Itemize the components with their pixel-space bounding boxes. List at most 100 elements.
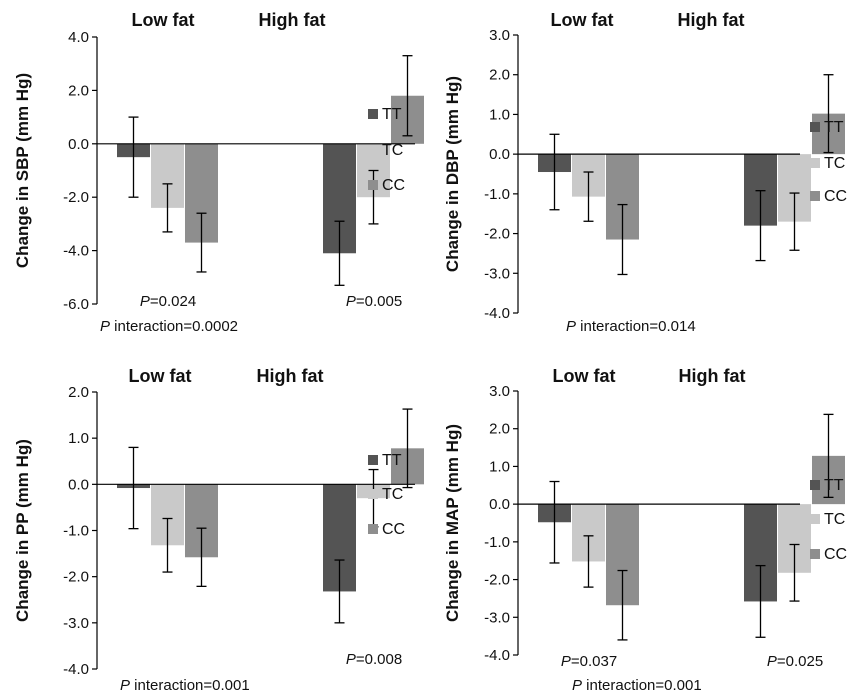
y-tick-label: -3.0 <box>484 609 510 626</box>
y-tick-label: 1.0 <box>489 458 510 475</box>
legend-swatch-tc <box>368 145 378 155</box>
interaction-label: P interaction=0.001 <box>120 677 250 694</box>
error-bar <box>583 171 594 222</box>
legend-label-tc: TC <box>824 511 845 528</box>
error-bar <box>755 190 766 262</box>
y-tick-label: 1.0 <box>68 430 89 447</box>
error-bar <box>755 564 766 638</box>
y-tick-label: -4.0 <box>484 647 510 664</box>
y-tick-label: 3.0 <box>489 27 510 44</box>
y-axis-label: Change in DBP (mm Hg) <box>443 76 462 272</box>
y-tick-label: 0.0 <box>68 136 89 153</box>
y-tick-label: 2.0 <box>489 67 510 84</box>
legend-label-tt: TT <box>824 119 844 136</box>
error-bar <box>402 408 413 489</box>
y-tick-label: 0.0 <box>489 146 510 163</box>
group-label: Low fat <box>553 366 616 386</box>
p-value-label: P=0.024 <box>140 293 196 310</box>
legend-swatch-tt <box>368 109 378 119</box>
error-bar <box>823 413 834 499</box>
y-tick-label: -1.0 <box>484 534 510 551</box>
p-value-label: P=0.008 <box>346 651 402 668</box>
y-axis-label: Change in MAP (mm Hg) <box>443 424 462 622</box>
group-label: High fat <box>259 10 326 30</box>
y-tick-label: 3.0 <box>489 383 510 400</box>
interaction-label: P interaction=0.014 <box>566 318 696 335</box>
y-tick-label: -1.0 <box>63 523 89 540</box>
legend-swatch-cc <box>368 180 378 190</box>
error-bar <box>789 543 800 602</box>
error-bar <box>617 569 628 641</box>
chart-panel-2: 3.0 2.0 1.0 0.0 -1.0 -2.0 -3.0 -4.0 Change in DB… <box>443 10 847 335</box>
error-bar <box>402 55 413 137</box>
error-bar <box>617 203 628 276</box>
group-label: High fat <box>257 366 324 386</box>
y-tick-label: -3.0 <box>63 615 89 632</box>
error-bar <box>583 535 594 588</box>
y-tick-label: -3.0 <box>484 265 510 282</box>
interaction-label: P interaction=0.001 <box>572 677 702 694</box>
p-value-label: P=0.005 <box>346 293 402 310</box>
error-bar <box>128 116 139 198</box>
legend-swatch-cc <box>810 549 820 559</box>
legend-label-cc: CC <box>382 521 405 538</box>
legend-swatch-cc <box>368 524 378 534</box>
error-bar <box>162 517 173 573</box>
legend-swatch-tt <box>810 122 820 132</box>
error-bar <box>789 192 800 251</box>
y-tick-label: -2.0 <box>63 189 89 206</box>
y-tick-label: -2.0 <box>63 569 89 586</box>
y-tick-label: 2.0 <box>489 421 510 438</box>
chart-panel-3: 2.0 1.0 0.0 -1.0 -2.0 -3.0 -4.0 Change in PP (m… <box>13 366 424 694</box>
legend-swatch-tc <box>368 489 378 499</box>
y-tick-label: -4.0 <box>63 661 89 678</box>
legend-label-tt: TT <box>824 477 844 494</box>
group-label: Low fat <box>129 366 192 386</box>
chart-panel-4: 3.0 2.0 1.0 0.0 -1.0 -2.0 -3.0 -4.0 Change in MA… <box>443 366 847 694</box>
y-tick-label: -2.0 <box>484 226 510 243</box>
legend-swatch-tc <box>810 158 820 168</box>
legend-label-cc: CC <box>824 188 847 205</box>
legend-label-tc: TC <box>824 155 845 172</box>
y-tick-label: 2.0 <box>68 82 89 99</box>
y-tick-label: -1.0 <box>484 186 510 203</box>
y-tick-label: -6.0 <box>63 296 89 313</box>
p-value-label: P=0.025 <box>767 653 823 670</box>
y-tick-label: 1.0 <box>489 106 510 123</box>
error-bar <box>368 169 379 225</box>
legend-label-cc: CC <box>824 546 847 563</box>
error-bar <box>128 446 139 530</box>
group-label: High fat <box>679 366 746 386</box>
error-bar <box>549 480 560 564</box>
legend-label-tc: TC <box>382 142 403 159</box>
legend-swatch-tc <box>810 514 820 524</box>
group-label: High fat <box>678 10 745 30</box>
error-bar <box>823 74 834 154</box>
y-axis-label: Change in SBP (mm Hg) <box>13 73 32 268</box>
error-bar <box>162 183 173 233</box>
legend-label-tt: TT <box>382 452 402 469</box>
error-bar <box>334 220 345 286</box>
y-tick-label: 2.0 <box>68 384 89 401</box>
legend-label-tt: TT <box>382 106 402 123</box>
error-bar <box>196 527 207 588</box>
group-label: Low fat <box>132 10 195 30</box>
error-bar <box>334 559 345 624</box>
legend-swatch-tt <box>810 480 820 490</box>
legend-swatch-cc <box>810 191 820 201</box>
y-tick-label: 4.0 <box>68 29 89 46</box>
y-tick-label: 0.0 <box>489 496 510 513</box>
p-value-label: P=0.037 <box>561 653 617 670</box>
legend-label-tc: TC <box>382 486 403 503</box>
legend-swatch-tt <box>368 455 378 465</box>
interaction-label: P interaction=0.0002 <box>100 318 238 335</box>
y-tick-label: -2.0 <box>484 572 510 589</box>
y-tick-label: 0.0 <box>68 476 89 493</box>
y-tick-label: -4.0 <box>63 243 89 260</box>
error-bar <box>549 133 560 211</box>
group-label: Low fat <box>551 10 614 30</box>
legend-label-cc: CC <box>382 177 405 194</box>
error-bar <box>196 212 207 273</box>
chart-panel-1: 4.0 2.0 0.0 -2.0 -4.0 -6.0 Change in SBP (mm H… <box>13 10 424 335</box>
